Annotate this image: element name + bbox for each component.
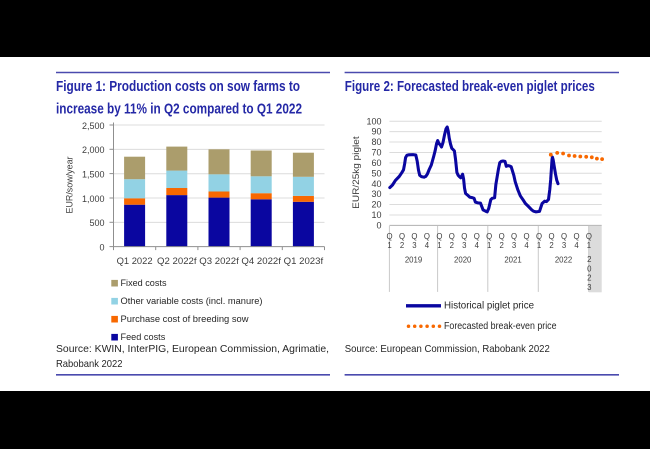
svg-text:2021: 2021 [504,255,521,264]
svg-text:2: 2 [549,241,553,250]
svg-text:Q: Q [499,232,505,241]
svg-text:Q1 2022: Q1 2022 [117,256,153,266]
svg-text:2: 2 [587,274,591,283]
svg-text:Figure 2: Forecasted break-eve: Figure 2: Forecasted break-even piglet p… [345,79,595,95]
svg-text:Other variable costs (incl. ma: Other variable costs (incl. manure) [121,296,263,307]
svg-text:Historical piglet price: Historical piglet price [444,301,534,312]
svg-text:EUR/25kg piglet: EUR/25kg piglet [350,136,361,209]
svg-text:4: 4 [524,241,529,250]
svg-text:Purchase cost of breeding sow: Purchase cost of breeding sow [121,314,249,325]
svg-text:50: 50 [371,168,381,178]
svg-text:60: 60 [371,158,381,168]
svg-text:Q4 2022f: Q4 2022f [241,256,281,266]
svg-text:2,000: 2,000 [82,145,105,155]
svg-text:Q: Q [586,232,592,241]
svg-text:Q: Q [436,232,442,241]
svg-text:20: 20 [371,200,381,210]
svg-text:Q: Q [486,232,492,241]
svg-text:Q: Q [536,232,542,241]
svg-text:Q: Q [511,232,517,241]
svg-text:Q: Q [474,232,480,241]
svg-text:2: 2 [450,241,454,250]
svg-text:1: 1 [437,241,441,250]
svg-text:Feed costs: Feed costs [121,332,166,343]
svg-text:30: 30 [371,189,381,199]
svg-text:increase by 11% in Q2 compared: increase by 11% in Q2 compared to Q1 202… [56,101,302,117]
svg-text:1,500: 1,500 [82,169,105,179]
svg-text:Q3 2022f: Q3 2022f [199,256,239,266]
svg-text:Source: KWIN, InterPIG, Europe: Source: KWIN, InterPIG, European Commiss… [56,344,329,355]
svg-text:2020: 2020 [454,255,472,264]
svg-text:0: 0 [376,221,381,231]
svg-text:4: 4 [475,241,480,250]
svg-text:Q: Q [548,232,554,241]
svg-text:2022: 2022 [555,255,572,264]
svg-text:3: 3 [462,241,466,250]
svg-text:0: 0 [99,242,104,252]
svg-text:Q: Q [449,232,455,241]
svg-text:10: 10 [371,210,381,220]
svg-text:3: 3 [412,241,416,250]
svg-text:1: 1 [487,241,491,250]
svg-text:90: 90 [371,127,381,137]
svg-text:Q: Q [524,232,530,241]
svg-text:Q: Q [573,232,579,241]
svg-text:1: 1 [587,241,591,250]
svg-text:1,000: 1,000 [82,194,105,204]
svg-text:Q: Q [411,232,417,241]
svg-text:Source: European Commission, R: Source: European Commission, Rabobank 20… [345,344,550,355]
svg-text:500: 500 [89,218,104,228]
svg-text:4: 4 [574,241,579,250]
svg-text:1: 1 [537,241,541,250]
svg-text:Q: Q [424,232,430,241]
svg-text:2: 2 [500,241,504,250]
svg-text:3: 3 [562,241,566,250]
svg-text:70: 70 [371,148,381,158]
svg-text:Forecasted break-even price: Forecasted break-even price [444,321,557,332]
svg-text:Q: Q [461,232,467,241]
svg-text:100: 100 [366,116,381,126]
svg-text:Q1 2023f: Q1 2023f [284,256,324,266]
svg-text:Q2 2022f: Q2 2022f [157,256,197,266]
svg-text:Figure 1: Production costs on: Figure 1: Production costs on sow farms … [56,79,300,95]
svg-text:3: 3 [512,241,516,250]
svg-text:Q: Q [399,232,405,241]
svg-text:2: 2 [587,255,591,264]
svg-text:1: 1 [387,241,391,250]
svg-text:4: 4 [425,241,430,250]
svg-text:2,500: 2,500 [82,121,105,131]
svg-text:2: 2 [400,241,404,250]
svg-text:40: 40 [371,179,381,189]
svg-text:80: 80 [371,137,381,147]
svg-text:Q: Q [561,232,567,241]
svg-text:Rabobank 2022: Rabobank 2022 [56,359,123,370]
svg-text:0: 0 [587,264,592,273]
svg-text:Fixed costs: Fixed costs [121,278,167,289]
svg-text:3: 3 [587,283,591,292]
svg-text:2019: 2019 [405,255,422,264]
svg-text:Q: Q [386,232,392,241]
svg-text:EUR/sow/year: EUR/sow/year [65,157,75,214]
